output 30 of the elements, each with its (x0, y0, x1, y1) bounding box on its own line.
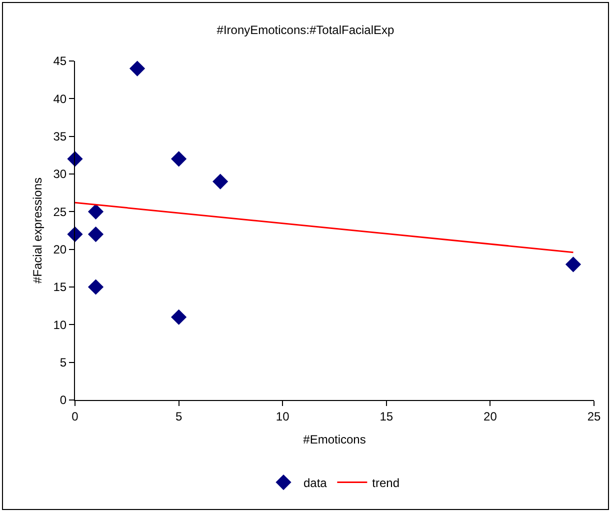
legend-label: trend (372, 476, 400, 490)
point (129, 60, 146, 76)
y-axis-title: #Facial expressions (30, 177, 45, 284)
x-tick-label: 25 (587, 409, 601, 424)
y-tick-label: 15 (53, 280, 67, 294)
x-tick-label: 20 (484, 409, 498, 424)
y-tick-label: 0 (60, 393, 67, 408)
y-tick-label: 10 (53, 318, 67, 332)
y-tick-label: 40 (53, 92, 67, 106)
point (88, 204, 104, 220)
y-tick-label: 45 (53, 54, 67, 68)
point (212, 174, 228, 190)
y-tick-label: 5 (60, 356, 67, 370)
y-tick-label: 20 (53, 242, 67, 257)
point (88, 226, 104, 242)
x-tick-label: 5 (175, 409, 182, 424)
y-tick-label: 25 (53, 204, 67, 219)
point (171, 151, 187, 167)
x-tick-label: 10 (276, 409, 290, 424)
legend-label: data (304, 476, 328, 490)
y-tick-label: 35 (53, 130, 67, 144)
x-tick-label: 15 (380, 409, 394, 424)
point (88, 279, 104, 295)
y-tick-label: 30 (53, 167, 67, 182)
chart-title: #IronyEmoticons:#TotalFacialExp (216, 23, 395, 38)
point (171, 309, 187, 325)
point (565, 256, 582, 272)
x-axis-title: #Emoticons (303, 432, 366, 446)
point (67, 226, 83, 242)
x-tick-label: 0 (72, 409, 79, 424)
